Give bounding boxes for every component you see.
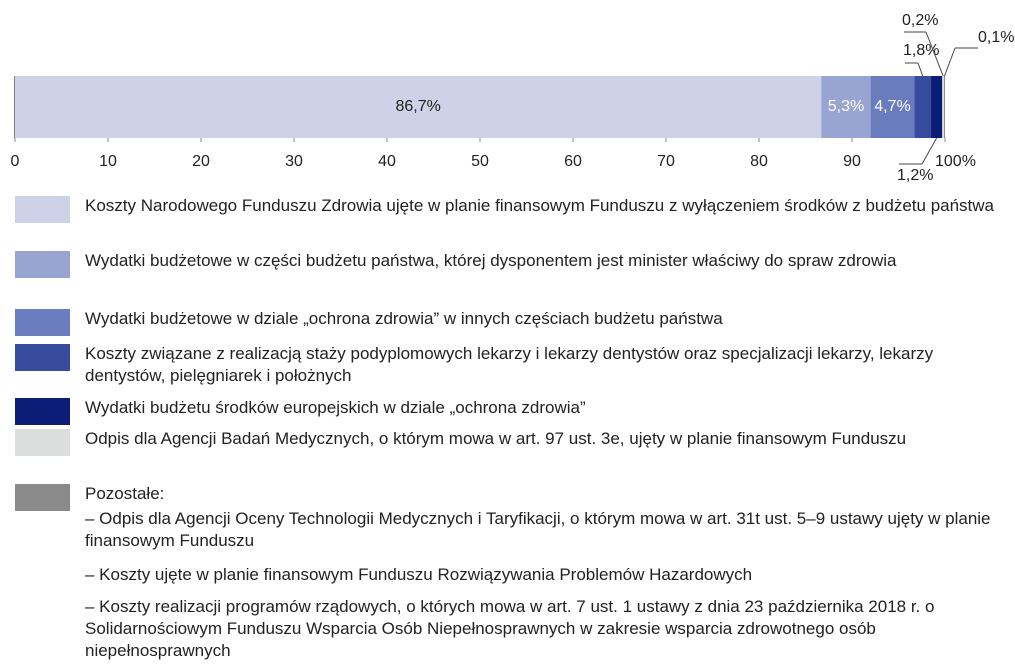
legend-item: Wydatki budżetu środków europejskich w d… [15, 397, 1005, 425]
bar-segment [15, 76, 822, 138]
legend-label: Wydatki budżetowe w części budżetu państ… [85, 251, 897, 270]
x-tick-label: 40 [378, 153, 396, 170]
value-label: 0,2% [902, 12, 938, 29]
bar-segment [821, 76, 871, 138]
bar-segment [914, 76, 932, 138]
x-tick-label: 100% [935, 153, 976, 170]
x-tick-label: 80 [750, 153, 768, 170]
legend-label: Pozostałe: [85, 484, 165, 503]
value-label: 5,3% [828, 98, 864, 115]
legend-label: Koszty związane z realizacją staży podyp… [85, 344, 934, 385]
leader-line [921, 137, 938, 165]
leader-line [944, 47, 956, 77]
legend-swatch [15, 484, 70, 511]
legend-item: Wydatki budżetowe w części budżetu państ… [15, 250, 1005, 278]
legend-subitem: – Koszty realizacji programów rządowych,… [85, 597, 935, 660]
leader-line [925, 31, 944, 77]
legend-swatch [15, 251, 70, 278]
legend-item: Koszty związane z realizacją staży podyp… [15, 343, 1005, 387]
value-label: 1,2% [897, 167, 933, 184]
bar-segment [931, 76, 943, 138]
leader-line [917, 62, 924, 77]
legend-item: Odpis dla Agencji Badań Medycznych, o kt… [15, 428, 1005, 456]
x-tick-label: 0 [11, 153, 20, 170]
x-tick-label: 20 [192, 153, 210, 170]
bar-segment [944, 76, 945, 138]
bar-segment [870, 76, 915, 138]
legend-swatch [15, 196, 70, 223]
legend-item: Pozostałe: [15, 483, 1005, 511]
x-tick-label: 50 [471, 153, 489, 170]
legend-label: Koszty Narodowego Funduszu Zdrowia ujęte… [85, 196, 995, 215]
x-tick-label: 10 [99, 153, 117, 170]
legend-item: Koszty Narodowego Funduszu Zdrowia ujęte… [15, 195, 1005, 223]
legend-subitem: – Koszty ujęte w planie finansowym Fundu… [85, 565, 753, 584]
chart: 0 10 20 30 40 50 60 70 80 90 100% 86,7% 5,3% 4,7% 1,8%… [11, 12, 1015, 184]
bar-segment [942, 76, 945, 138]
legend-item: Wydatki budżetowe w dziale „ochrona zdro… [15, 308, 1005, 336]
legend-label: Odpis dla Agencji Badań Medycznych, o kt… [85, 429, 907, 448]
value-label: 0,1% [978, 29, 1014, 46]
legend-label: Wydatki budżetu środków europejskich w d… [85, 398, 586, 417]
legend-swatch [15, 309, 70, 336]
legend-subitem: – Odpis dla Agencji Oceny Technologii Me… [85, 509, 991, 550]
x-tick-label: 60 [564, 153, 582, 170]
legend-swatch [15, 344, 70, 371]
value-label: 1,8% [903, 42, 939, 59]
legend-swatch [15, 429, 70, 456]
legend-swatch [15, 398, 70, 425]
x-tick-label: 30 [285, 153, 303, 170]
value-label: 4,7% [874, 98, 910, 115]
x-tick-label: 70 [657, 153, 675, 170]
x-tick-label: 90 [843, 153, 861, 170]
legend-label: Wydatki budżetowe w dziale „ochrona zdro… [85, 309, 723, 328]
value-label: 86,7% [395, 98, 440, 115]
